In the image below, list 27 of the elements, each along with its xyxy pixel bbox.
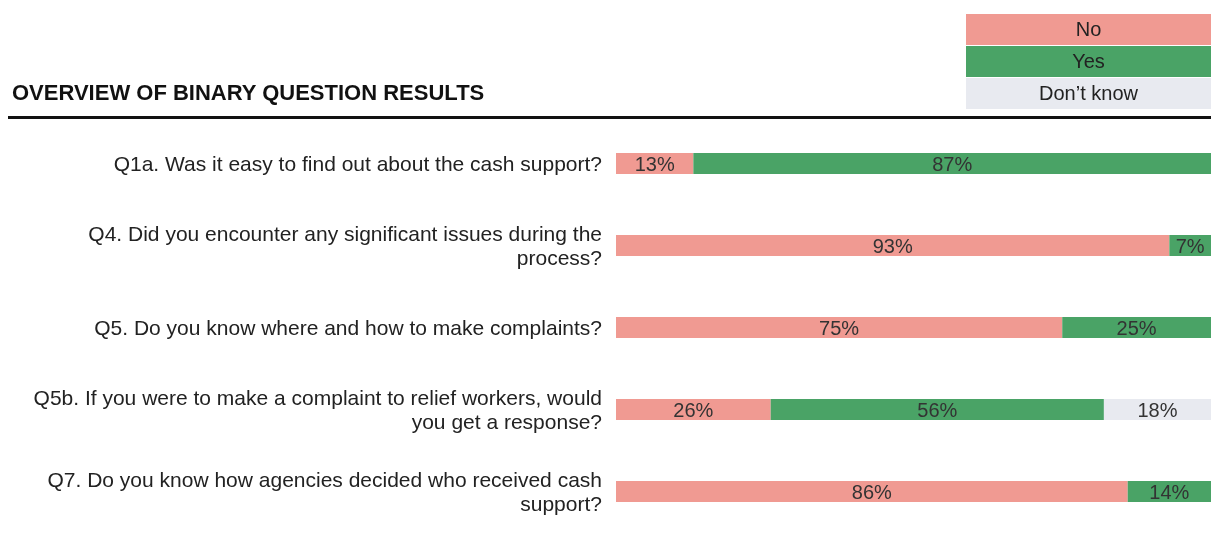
data-label: 13% [634, 152, 675, 175]
data-label: 7% [1175, 234, 1205, 257]
bar [770, 399, 1104, 420]
data-label: 87% [932, 152, 973, 175]
data-label: 86% [851, 480, 893, 503]
y-tick-label: Q4. Did you encounter any significant issues during the process? [88, 221, 602, 269]
y-tick-label: Q1a. Was it easy to find out about the cash support? [113, 151, 602, 175]
bar [616, 235, 1170, 256]
bar [693, 153, 1211, 174]
text: OVERVIEW OF BINARY QUESTION RESULTS [12, 80, 485, 106]
data-label: 25% [1116, 316, 1157, 339]
bar [616, 481, 1128, 502]
data-label: 75% [819, 316, 860, 339]
bar [1062, 317, 1211, 338]
text: Yes [966, 46, 1211, 77]
data-label: 18% [1137, 398, 1178, 421]
data-label: 56% [917, 398, 958, 421]
y-tick-label: Q5. Do you know where and how to make complaints? [94, 315, 602, 339]
data-label: 93% [872, 234, 913, 257]
y-tick-label: Q7. Do you know how agencies decided who received cash support? [47, 467, 602, 515]
data-label: 26% [673, 398, 714, 421]
text: Don’t know [966, 78, 1211, 109]
text: No [966, 14, 1211, 45]
bar [616, 399, 771, 420]
data-label: 14% [1149, 480, 1190, 503]
y-tick-label: Q5b. If you were to make a complaint to relief workers, would you get a response? [33, 385, 602, 433]
bar [616, 317, 1063, 338]
